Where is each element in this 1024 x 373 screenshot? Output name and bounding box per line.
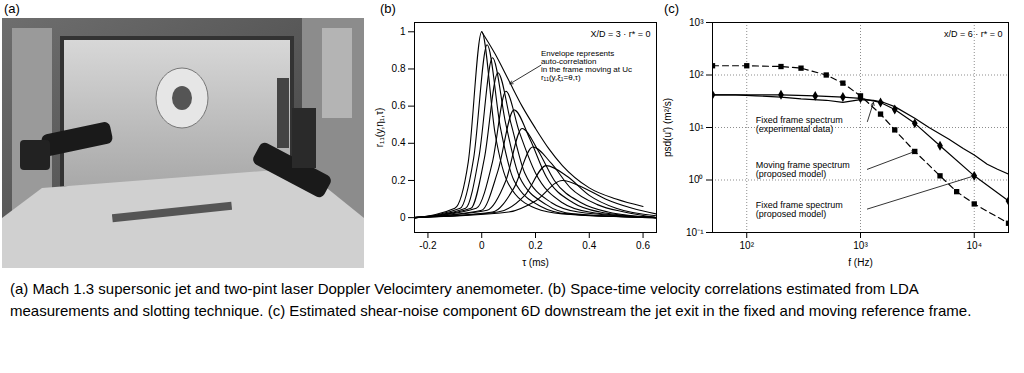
svg-text:10¹: 10¹ <box>689 122 704 133</box>
html-text:(a) Mach 1.3 supersonic jet an: (a) Mach 1.3 supersonic jet and two-pint… <box>10 280 972 319</box>
svg-text:-0.2: -0.2 <box>419 240 437 251</box>
svg-text:0.8: 0.8 <box>392 63 406 74</box>
svg-text:τ (ms): τ (ms) <box>522 257 549 268</box>
html-text:(a): (a) <box>4 1 20 16</box>
html-text:(b): (b) <box>380 1 396 16</box>
svg-text:Fixed frame spectrum(experimen: Fixed frame spectrum(experimental data) <box>756 115 843 134</box>
svg-text:Fixed frame spectrum(proposed: Fixed frame spectrum(proposed model) <box>756 200 843 219</box>
svg-text:0.2: 0.2 <box>529 240 543 251</box>
svg-text:Envelope representsauto-correl: Envelope representsauto-correlationin th… <box>541 49 632 82</box>
svg-text:r₁₁(y,η₁,τ): r₁₁(y,η₁,τ) <box>374 108 385 147</box>
svg-text:10²: 10² <box>740 240 755 251</box>
svg-text:0.4: 0.4 <box>582 240 596 251</box>
html-text:(c): (c) <box>664 1 680 16</box>
svg-text:10⁴: 10⁴ <box>967 240 982 251</box>
svg-text:0.6: 0.6 <box>636 240 650 251</box>
svg-text:x/D = 6 · r* = 0: x/D = 6 · r* = 0 <box>944 29 1003 39</box>
svg-text:f (Hz): f (Hz) <box>848 257 872 268</box>
svg-text:10³: 10³ <box>853 240 868 251</box>
svg-text:10⁰: 10⁰ <box>688 174 703 185</box>
svg-text:0: 0 <box>400 212 406 223</box>
svg-text:Moving frame spectrum(proposed: Moving frame spectrum(proposed model) <box>756 160 850 179</box>
svg-text:10²: 10² <box>689 69 704 80</box>
svg-text:1: 1 <box>400 26 406 37</box>
svg-text:0: 0 <box>479 240 485 251</box>
svg-text:0.4: 0.4 <box>392 137 406 148</box>
svg-text:10³: 10³ <box>689 17 704 28</box>
svg-text:psd(u') (m²/s): psd(u') (m²/s) <box>662 98 673 157</box>
svg-text:10⁻¹: 10⁻¹ <box>686 227 704 238</box>
svg-text:0.6: 0.6 <box>392 100 406 111</box>
svg-text:X/D = 3 · r* = 0: X/D = 3 · r* = 0 <box>590 29 650 39</box>
svg-text:0.2: 0.2 <box>392 175 406 186</box>
